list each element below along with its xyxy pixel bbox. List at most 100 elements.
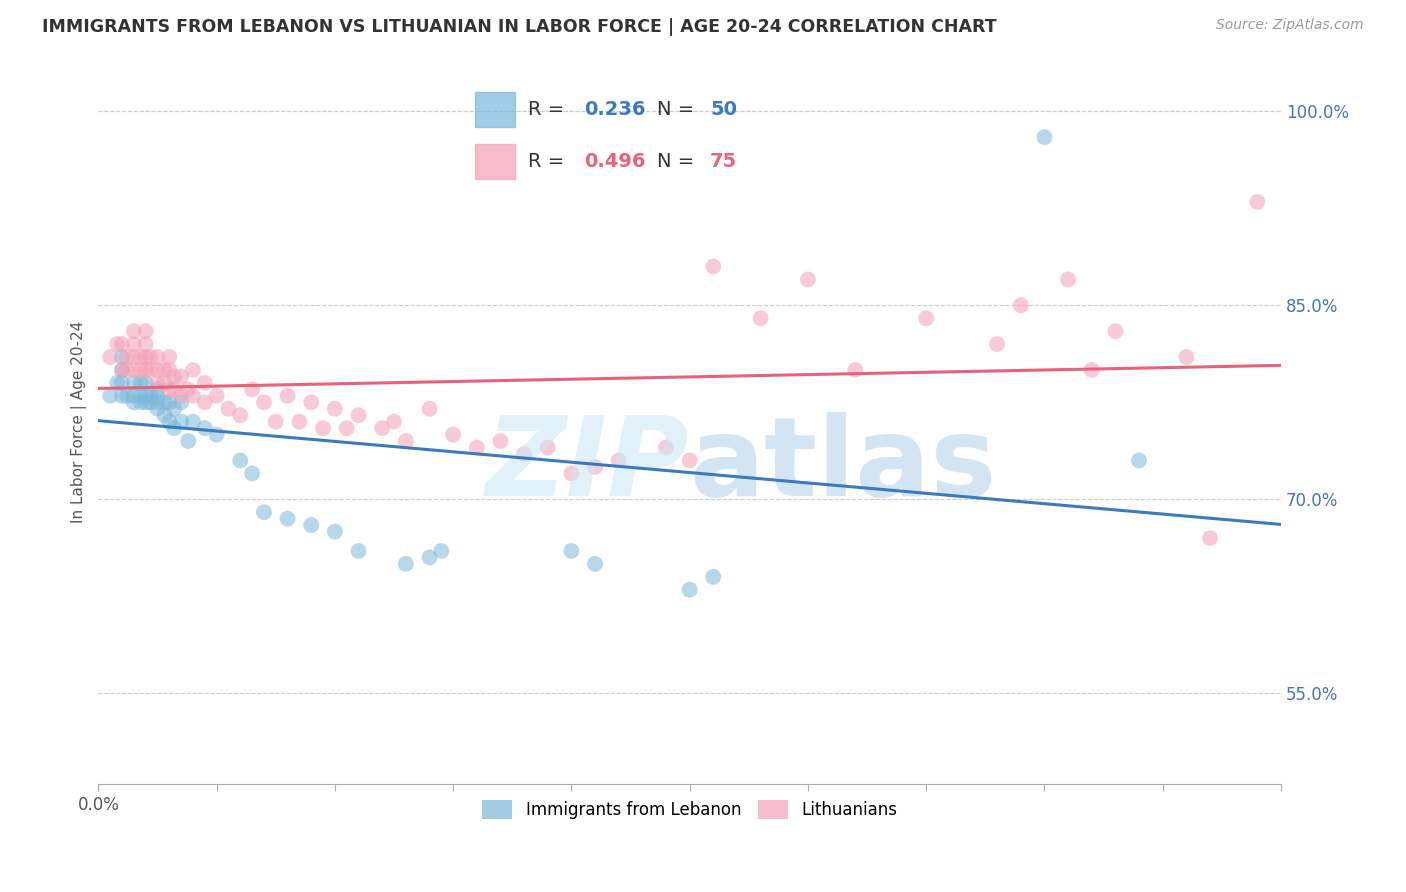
Point	[194, 421, 217, 435]
Point	[111, 389, 134, 403]
Point	[139, 363, 162, 377]
Point	[347, 544, 370, 558]
Y-axis label: In Labor Force | Age 20-24: In Labor Force | Age 20-24	[72, 320, 87, 523]
Point	[163, 382, 186, 396]
Point	[537, 441, 560, 455]
Point	[135, 350, 157, 364]
Point	[299, 518, 322, 533]
Point	[122, 395, 145, 409]
Point	[146, 376, 169, 390]
Point	[1175, 350, 1198, 364]
Text: IMMIGRANTS FROM LEBANON VS LITHUANIAN IN LABOR FORCE | AGE 20-24 CORRELATION CHA: IMMIGRANTS FROM LEBANON VS LITHUANIAN IN…	[42, 18, 997, 36]
Point	[194, 376, 217, 390]
Point	[607, 453, 630, 467]
Point	[163, 401, 186, 416]
Point	[163, 369, 186, 384]
Point	[135, 324, 157, 338]
Point	[153, 408, 176, 422]
Point	[122, 337, 145, 351]
Point	[277, 389, 299, 403]
Point	[129, 350, 152, 364]
Point	[749, 311, 772, 326]
Point	[323, 524, 346, 539]
Point	[157, 382, 180, 396]
Point	[194, 395, 217, 409]
Point	[122, 350, 145, 364]
Point	[489, 434, 512, 448]
Point	[915, 311, 938, 326]
Point	[240, 382, 263, 396]
Point	[655, 441, 678, 455]
Point	[229, 453, 252, 467]
Point	[181, 415, 204, 429]
Point	[139, 389, 162, 403]
Point	[111, 363, 134, 377]
Point	[264, 415, 287, 429]
Point	[277, 511, 299, 525]
Point	[111, 337, 134, 351]
Point	[560, 467, 582, 481]
Point	[382, 415, 405, 429]
Point	[181, 389, 204, 403]
Point	[288, 415, 311, 429]
Point	[395, 434, 418, 448]
Point	[146, 350, 169, 364]
Point	[418, 401, 440, 416]
Point	[139, 395, 162, 409]
Point	[177, 382, 200, 396]
Point	[157, 415, 180, 429]
Point	[1033, 130, 1056, 145]
Point	[146, 363, 169, 377]
Point	[253, 395, 276, 409]
Point	[129, 363, 152, 377]
Point	[1246, 194, 1268, 209]
Point	[702, 260, 724, 274]
Point	[146, 389, 169, 403]
Point	[583, 459, 606, 474]
Point	[122, 389, 145, 403]
Text: atlas: atlas	[690, 411, 997, 518]
Point	[560, 544, 582, 558]
Point	[111, 350, 134, 364]
Point	[312, 421, 335, 435]
Point	[844, 363, 866, 377]
Point	[98, 389, 121, 403]
Point	[702, 570, 724, 584]
Point	[153, 376, 176, 390]
Point	[1104, 324, 1126, 338]
Point	[170, 369, 193, 384]
Point	[336, 421, 359, 435]
Point	[465, 441, 488, 455]
Point	[418, 550, 440, 565]
Point	[217, 401, 239, 416]
Point	[797, 272, 820, 286]
Point	[157, 363, 180, 377]
Point	[115, 350, 138, 364]
Point	[157, 395, 180, 409]
Point	[115, 363, 138, 377]
Point	[371, 421, 394, 435]
Point	[111, 376, 134, 390]
Point	[347, 408, 370, 422]
Point	[679, 453, 702, 467]
Point	[146, 395, 169, 409]
Point	[299, 395, 322, 409]
Point	[111, 363, 134, 377]
Point	[1010, 298, 1032, 312]
Point	[157, 350, 180, 364]
Point	[395, 557, 418, 571]
Text: Source: ZipAtlas.com: Source: ZipAtlas.com	[1216, 18, 1364, 32]
Point	[181, 363, 204, 377]
Point	[1057, 272, 1080, 286]
Point	[170, 389, 193, 403]
Point	[105, 337, 128, 351]
Point	[441, 427, 464, 442]
Point	[122, 324, 145, 338]
Point	[146, 401, 169, 416]
Point	[122, 376, 145, 390]
Text: ZIP: ZIP	[486, 411, 690, 518]
Point	[135, 389, 157, 403]
Point	[679, 582, 702, 597]
Point	[177, 434, 200, 448]
Point	[129, 389, 152, 403]
